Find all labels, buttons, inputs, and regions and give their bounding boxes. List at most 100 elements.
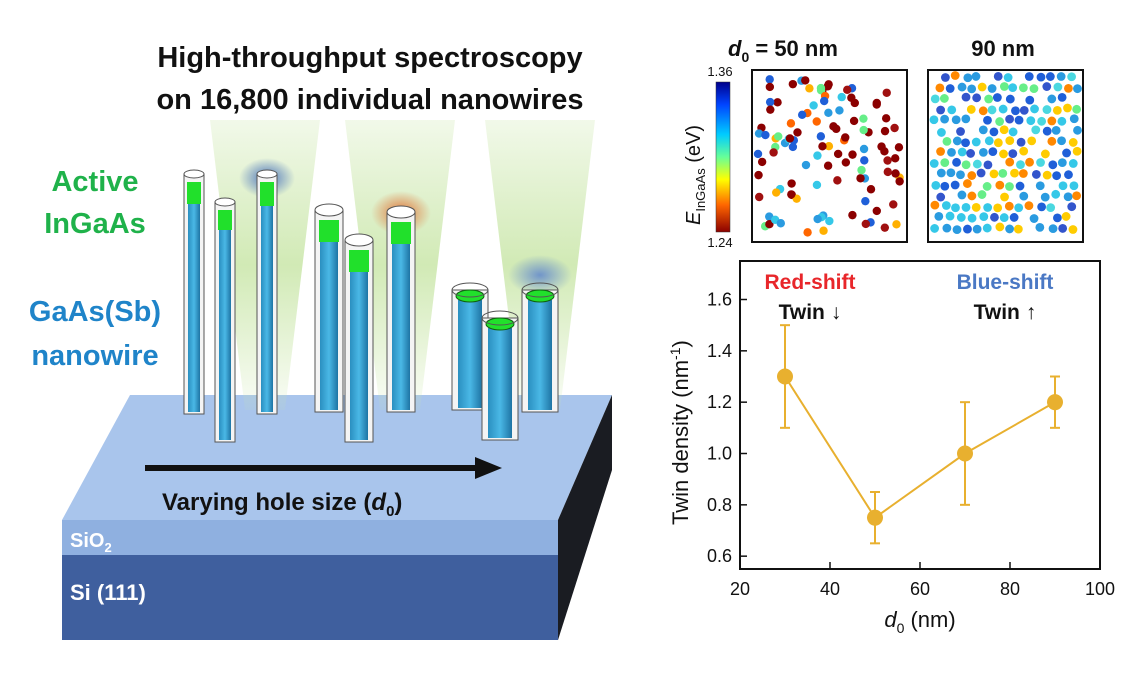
map-dot	[837, 92, 846, 102]
map-dot	[824, 142, 834, 151]
map-dot	[866, 185, 876, 194]
figure-title-line2: on 16,800 individual nanowires	[156, 84, 584, 116]
map-dot	[957, 82, 967, 92]
map-dot	[945, 84, 955, 93]
x-tick-label: 40	[820, 579, 840, 599]
map-dot	[1072, 191, 1082, 201]
map-dot	[999, 125, 1009, 135]
map-dot	[1003, 73, 1013, 82]
map-dot	[889, 200, 898, 209]
map-dot	[961, 92, 971, 102]
map-dot	[891, 154, 900, 163]
map-dot	[1016, 160, 1025, 170]
map-dot	[1015, 181, 1025, 191]
map-dot	[824, 108, 833, 117]
map-dot	[961, 203, 971, 212]
map-dot	[1035, 181, 1045, 191]
map-dot	[890, 123, 899, 133]
map-dot	[956, 213, 966, 222]
colorbar	[715, 81, 731, 233]
map-dot	[930, 94, 940, 104]
map-dot	[1068, 225, 1078, 234]
data-point	[1047, 394, 1063, 411]
map-dot	[787, 179, 796, 188]
map-dot	[1052, 106, 1062, 115]
map-dot	[816, 83, 826, 93]
map-dot	[872, 206, 881, 216]
map-dot	[880, 126, 890, 136]
x-tick-label: 80	[1000, 579, 1020, 599]
map-dot	[1067, 202, 1077, 212]
map-dot	[995, 117, 1005, 126]
map-dot	[972, 224, 982, 234]
map-dot	[894, 143, 904, 152]
map-dot	[1025, 157, 1034, 167]
map-dot	[861, 219, 871, 229]
map-dot	[940, 73, 950, 82]
map-dot	[753, 149, 763, 159]
map-dot	[961, 114, 971, 124]
map-dot	[951, 203, 960, 213]
map-dot	[1064, 83, 1073, 93]
map-dot	[978, 106, 988, 116]
map-dot	[1068, 138, 1078, 147]
map-dot	[1040, 192, 1050, 202]
map-dot	[797, 110, 807, 120]
map-dot	[971, 203, 981, 212]
map-dot	[977, 190, 987, 199]
map-dot	[1025, 95, 1035, 105]
map-dot	[936, 105, 946, 115]
map-dot	[956, 170, 965, 180]
map-dot	[977, 82, 987, 92]
map-dot	[891, 169, 900, 178]
map-dot	[936, 147, 945, 156]
map-dot	[972, 159, 982, 169]
map-dot	[999, 82, 1009, 91]
map-dot	[1019, 191, 1029, 201]
map-dot	[843, 85, 852, 95]
map-dot	[979, 212, 989, 222]
series-line	[784, 375, 1056, 520]
map-dot	[1040, 149, 1050, 159]
map-dot	[995, 180, 1005, 190]
map-dot	[1036, 72, 1046, 82]
map-dot	[801, 160, 811, 170]
map-dot	[1037, 116, 1047, 126]
map-dot	[788, 79, 798, 89]
map-dot	[861, 196, 870, 206]
map-dot	[892, 220, 901, 229]
active-label-line2: InGaAs	[44, 208, 146, 240]
map-dot	[1008, 149, 1018, 158]
map-dot	[983, 115, 992, 125]
map-dot	[946, 168, 956, 178]
map-dot	[1069, 181, 1079, 191]
y-tick-label: 0.8	[707, 495, 732, 515]
map-dot	[1047, 94, 1057, 104]
map-dot	[940, 158, 950, 168]
map-dot	[773, 98, 782, 107]
map-dot	[1045, 72, 1055, 81]
map-dot	[941, 201, 951, 210]
map-dot	[787, 190, 796, 199]
map-dot	[1057, 158, 1067, 168]
map-dot	[1005, 157, 1015, 167]
map-dot	[976, 168, 986, 178]
map-dot	[883, 167, 892, 177]
map-dot	[1024, 201, 1034, 211]
map-dot	[1052, 171, 1062, 181]
map-dot	[841, 133, 850, 142]
map-dot	[987, 84, 997, 93]
map-dot	[1037, 202, 1047, 212]
map-dot	[993, 203, 1003, 213]
map-dot	[931, 181, 941, 190]
map-dot	[972, 93, 982, 103]
map-dot	[1005, 136, 1015, 145]
map-dot	[849, 116, 859, 126]
map-dot	[1005, 114, 1014, 124]
map-dot	[930, 200, 940, 210]
map-dot	[967, 191, 977, 201]
map-dot	[1057, 136, 1066, 146]
map-dot	[937, 128, 946, 137]
map-dot	[1031, 170, 1041, 179]
map-dot	[1013, 224, 1023, 234]
